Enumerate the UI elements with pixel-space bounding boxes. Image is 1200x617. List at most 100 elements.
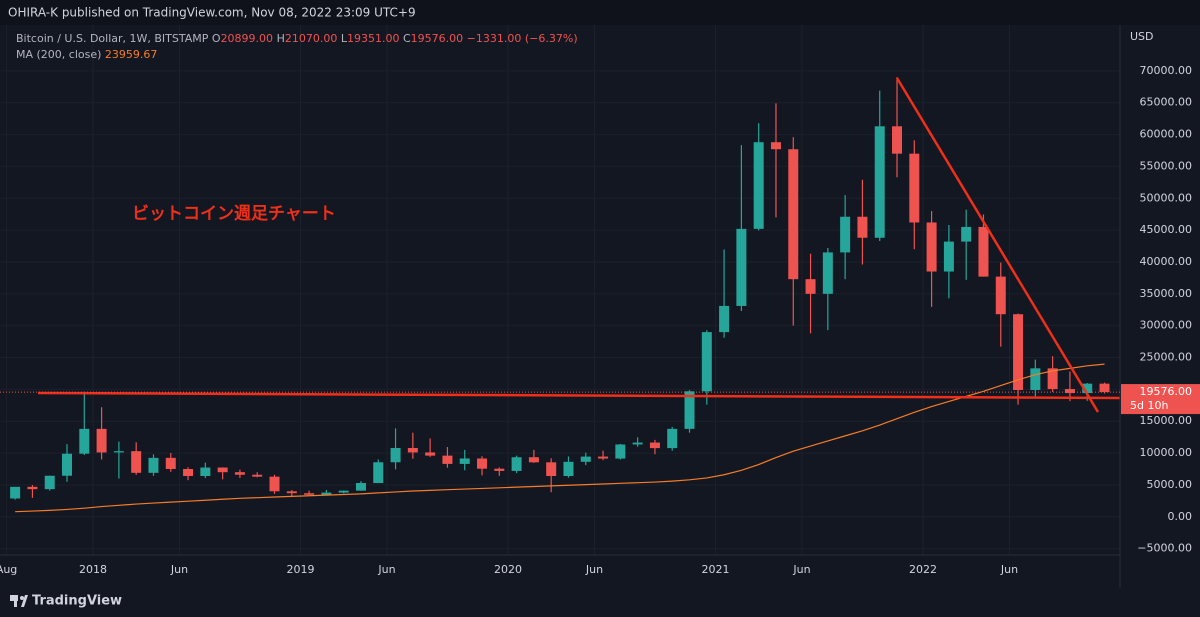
ohlc-value: 19576.00 xyxy=(410,32,464,45)
candle-body xyxy=(304,493,315,495)
candle-body xyxy=(719,305,730,333)
trend-line xyxy=(895,77,1100,413)
candle-body xyxy=(753,142,764,229)
candle-body xyxy=(477,458,488,469)
candle-body xyxy=(338,490,349,493)
candle-body xyxy=(407,447,418,453)
candle-body xyxy=(1047,368,1058,390)
candle-body xyxy=(62,453,73,476)
y-tick-label: 5000.00 xyxy=(1147,478,1193,491)
candle-body xyxy=(390,447,401,463)
x-tick-label: 2019 xyxy=(287,563,315,576)
candle-body xyxy=(286,491,297,494)
candle-body xyxy=(96,428,107,453)
candle-body xyxy=(234,472,245,475)
candle-body xyxy=(788,149,799,280)
candle-body xyxy=(649,442,660,449)
candle-body xyxy=(667,428,678,449)
candle-body xyxy=(598,456,609,459)
x-tick-label: Jun xyxy=(377,563,395,576)
header-title: OHIRA-K published on TradingView.com, No… xyxy=(8,6,416,20)
y-tick-label: 45000.00 xyxy=(1140,223,1193,236)
symbol: Bitcoin / U.S. Dollar, 1W, BITSTAMP xyxy=(16,32,209,45)
ma-line xyxy=(15,363,1105,513)
candle-body xyxy=(183,469,194,477)
candle-body xyxy=(269,476,280,492)
candle-body xyxy=(580,456,591,462)
candle-body xyxy=(909,153,920,223)
candle-body xyxy=(770,142,781,150)
x-tick-label: 2022 xyxy=(909,563,937,576)
y-tick-label: 10000.00 xyxy=(1140,446,1193,459)
x-tick-label: Jun xyxy=(170,563,188,576)
ohlc-value: 21070.00 xyxy=(284,32,338,45)
candle-body xyxy=(615,444,626,459)
candle-body xyxy=(701,332,712,392)
candle-body xyxy=(995,276,1006,315)
y-tick-label: −5000.00 xyxy=(1137,542,1192,555)
candle-body xyxy=(684,391,695,429)
ma-value: 23959.67 xyxy=(104,48,158,61)
candle-body xyxy=(494,468,505,471)
candle-body xyxy=(79,428,90,454)
candle-body xyxy=(822,252,833,294)
candle-body xyxy=(131,451,142,473)
candle-body xyxy=(805,279,816,294)
y-tick-label: 70000.00 xyxy=(1140,64,1193,77)
candle-body xyxy=(1030,368,1041,391)
candle-body xyxy=(1082,383,1093,394)
candle-body xyxy=(217,467,228,473)
candle-body xyxy=(165,457,176,470)
y-tick-label: 55000.00 xyxy=(1140,159,1193,172)
ohlc-label: L xyxy=(340,32,347,45)
price-tag-bg xyxy=(1121,384,1200,415)
x-tick-label: 2018 xyxy=(79,563,107,576)
candle-body xyxy=(113,451,124,453)
candle-body xyxy=(563,461,574,477)
x-tick-label: Aug xyxy=(0,563,17,576)
ohlc-value: 19351.00 xyxy=(346,32,400,45)
candle-body xyxy=(926,222,937,272)
y-axis-unit: USD xyxy=(1130,30,1154,43)
candle-body xyxy=(736,228,747,306)
y-tick-label: 65000.00 xyxy=(1140,96,1193,109)
candle-body xyxy=(10,486,21,499)
candle-body xyxy=(148,457,159,473)
price-countdown: 5d 10h xyxy=(1130,399,1168,412)
candle-body xyxy=(1099,383,1110,393)
x-tick-label: 2020 xyxy=(494,563,522,576)
y-tick-label: 60000.00 xyxy=(1140,128,1193,141)
candle-body xyxy=(200,467,211,477)
annotation: ビットコイン週足チャート xyxy=(132,204,336,224)
candle-body xyxy=(511,457,522,471)
candle-body xyxy=(1064,389,1075,394)
x-tick-label: Jun xyxy=(1000,563,1018,576)
candle-body xyxy=(1013,314,1024,391)
y-tick-label: 35000.00 xyxy=(1140,287,1193,300)
x-tick-label: Jun xyxy=(585,563,603,576)
candle-body xyxy=(355,483,366,491)
y-tick-label: 25000.00 xyxy=(1140,351,1193,364)
candle-body xyxy=(961,226,972,242)
brand-logo xyxy=(10,595,28,607)
footer-bar xyxy=(0,588,1200,613)
candle-body xyxy=(892,126,903,154)
candle-body xyxy=(44,475,55,490)
y-tick-label: 30000.00 xyxy=(1140,319,1193,332)
candle-body xyxy=(546,462,557,477)
candle-body xyxy=(442,455,453,464)
candle-body xyxy=(252,474,263,477)
candle-body xyxy=(528,457,539,463)
candle-body xyxy=(857,216,868,238)
candle-body xyxy=(943,241,954,272)
header-bar xyxy=(0,0,1200,25)
candle-body xyxy=(978,226,989,277)
y-tick-label: 50000.00 xyxy=(1140,191,1193,204)
y-tick-label: 15000.00 xyxy=(1140,414,1193,427)
ma-name: MA (200, close) xyxy=(16,48,102,61)
ohlc-label: O xyxy=(211,32,221,45)
candle-body xyxy=(321,492,332,495)
candle-body xyxy=(840,216,851,253)
